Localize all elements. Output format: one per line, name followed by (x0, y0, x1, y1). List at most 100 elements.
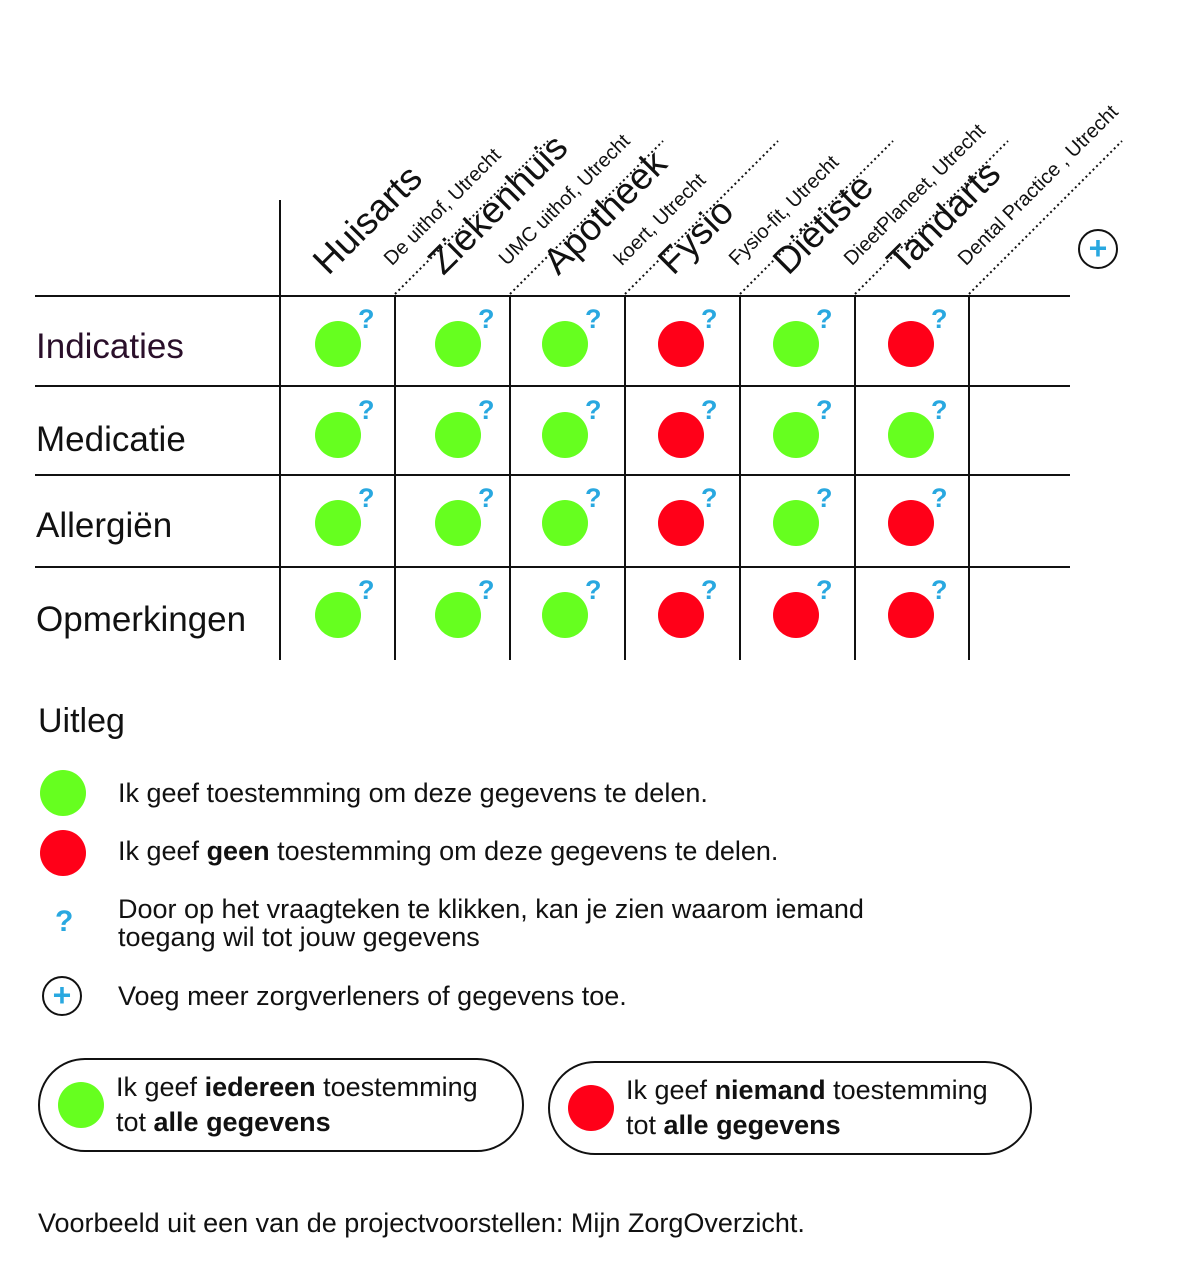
consent-denied-dot[interactable] (658, 412, 704, 458)
question-icon[interactable]: ? (816, 575, 833, 605)
row-label-opmerkingen: Opmerkingen (36, 600, 247, 639)
question-icon[interactable]: ? (358, 575, 375, 605)
question-icon[interactable]: ? (816, 304, 833, 334)
consent-cell[interactable]: ? (293, 389, 407, 477)
legend-green-text: Ik geef toestemming om deze gegevens te … (118, 778, 708, 808)
consent-cell[interactable]: ? (636, 298, 750, 386)
legend-red-text: Ik geef geen toestemming om deze gegeven… (118, 837, 778, 865)
footer-caption: Voorbeeld uit een van de projectvoorstel… (38, 1208, 805, 1238)
consent-granted-dot[interactable] (435, 321, 481, 367)
consent-granted-dot[interactable] (773, 500, 819, 546)
deny-all-red-dot (568, 1085, 614, 1131)
consent-granted-dot[interactable] (542, 321, 588, 367)
question-icon[interactable]: ? (585, 304, 602, 334)
question-icon[interactable]: ? (931, 395, 948, 425)
question-icon[interactable]: ? (701, 483, 718, 513)
consent-denied-dot[interactable] (888, 500, 934, 546)
legend-question-icon: ? (55, 905, 74, 938)
row-label-allergien: Allergiën (36, 506, 173, 545)
consent-cell[interactable]: ? (866, 298, 980, 386)
consent-denied-dot[interactable] (658, 592, 704, 638)
consent-cell[interactable]: ? (413, 477, 527, 565)
consent-granted-dot[interactable] (888, 412, 934, 458)
consent-cell[interactable]: ? (520, 477, 634, 565)
consent-granted-dot[interactable] (315, 592, 361, 638)
question-icon[interactable]: ? (701, 575, 718, 605)
consent-cell[interactable]: ? (866, 477, 980, 565)
legend-red-pre: Ik geef (118, 836, 207, 866)
question-icon[interactable]: ? (358, 304, 375, 334)
legend-question-line1: Door op het vraagteken te klikken, kan j… (118, 894, 864, 924)
question-icon[interactable]: ? (585, 395, 602, 425)
consent-granted-dot[interactable] (315, 321, 361, 367)
legend-plus-icon: + (42, 976, 82, 1016)
consent-cell[interactable]: ? (293, 569, 407, 657)
consent-cell[interactable]: ? (636, 569, 750, 657)
legend-plus-text: Voeg meer zorgverleners of gegevens toe. (118, 981, 627, 1011)
consent-granted-dot[interactable] (315, 500, 361, 546)
consent-cell[interactable]: ? (636, 389, 750, 477)
question-icon[interactable]: ? (931, 575, 948, 605)
question-icon[interactable]: ? (816, 395, 833, 425)
question-icon[interactable]: ? (478, 575, 495, 605)
consent-granted-dot[interactable] (773, 321, 819, 367)
legend-question-text: Door op het vraagteken te klikken, kan j… (118, 895, 864, 951)
grant-all-text: Ik geef iedereen toestemming tot alle ge… (116, 1072, 478, 1137)
consent-cell[interactable]: ? (751, 298, 865, 386)
consent-granted-dot[interactable] (435, 500, 481, 546)
consent-cell[interactable]: ? (520, 389, 634, 477)
consent-cell[interactable]: ? (413, 569, 527, 657)
question-icon[interactable]: ? (931, 304, 948, 334)
legend-red-post: toestemming om deze gegevens te delen. (269, 836, 779, 866)
consent-cell[interactable]: ? (751, 477, 865, 565)
consent-cell[interactable]: ? (413, 389, 527, 477)
add-provider-button[interactable]: + (1078, 229, 1118, 269)
question-icon[interactable]: ? (585, 575, 602, 605)
question-icon[interactable]: ? (478, 304, 495, 334)
question-icon[interactable]: ? (816, 483, 833, 513)
consent-granted-dot[interactable] (315, 412, 361, 458)
consent-cell[interactable]: ? (293, 477, 407, 565)
consent-granted-dot[interactable] (542, 592, 588, 638)
question-icon[interactable]: ? (585, 483, 602, 513)
question-icon[interactable]: ? (358, 395, 375, 425)
question-icon[interactable]: ? (701, 304, 718, 334)
question-icon[interactable]: ? (701, 395, 718, 425)
consent-denied-dot[interactable] (658, 321, 704, 367)
consent-cell[interactable]: ? (866, 389, 980, 477)
consent-cell[interactable]: ? (636, 477, 750, 565)
consent-grid-lines (35, 140, 1123, 660)
consent-granted-dot[interactable] (542, 412, 588, 458)
consent-cell[interactable]: ? (751, 569, 865, 657)
consent-denied-dot[interactable] (888, 592, 934, 638)
legend-red-bold: geen (206, 836, 270, 866)
question-icon[interactable]: ? (478, 395, 495, 425)
consent-cell[interactable]: ? (520, 298, 634, 386)
question-icon[interactable]: ? (931, 483, 948, 513)
question-icon[interactable]: ? (358, 483, 375, 513)
consent-cell[interactable]: ? (293, 298, 407, 386)
consent-granted-dot[interactable] (435, 412, 481, 458)
question-icon[interactable]: ? (478, 483, 495, 513)
legend-green-dot (40, 770, 86, 816)
row-label-medicatie: Medicatie (36, 420, 186, 459)
legend-title: Uitleg (38, 702, 125, 740)
legend-question-line2: toegang wil tot jouw gegevens (118, 922, 480, 952)
grant-all-button[interactable]: Ik geef iedereen toestemming tot alle ge… (38, 1058, 524, 1152)
consent-denied-dot[interactable] (773, 592, 819, 638)
consent-granted-dot[interactable] (435, 592, 481, 638)
consent-granted-dot[interactable] (542, 500, 588, 546)
consent-cell[interactable]: ? (413, 298, 527, 386)
consent-cell[interactable]: ? (751, 389, 865, 477)
consent-granted-dot[interactable] (773, 412, 819, 458)
plus-icon: + (1088, 230, 1108, 266)
row-label-indicaties: Indicaties (36, 327, 184, 366)
legend-red-dot (40, 830, 86, 876)
consent-cell[interactable]: ? (866, 569, 980, 657)
deny-all-text: Ik geef niemand toestemming tot alle geg… (626, 1075, 988, 1140)
deny-all-button[interactable]: Ik geef niemand toestemming tot alle geg… (548, 1061, 1032, 1155)
consent-denied-dot[interactable] (888, 321, 934, 367)
consent-cell[interactable]: ? (520, 569, 634, 657)
consent-denied-dot[interactable] (658, 500, 704, 546)
legend-plus-glyph: + (52, 977, 72, 1013)
